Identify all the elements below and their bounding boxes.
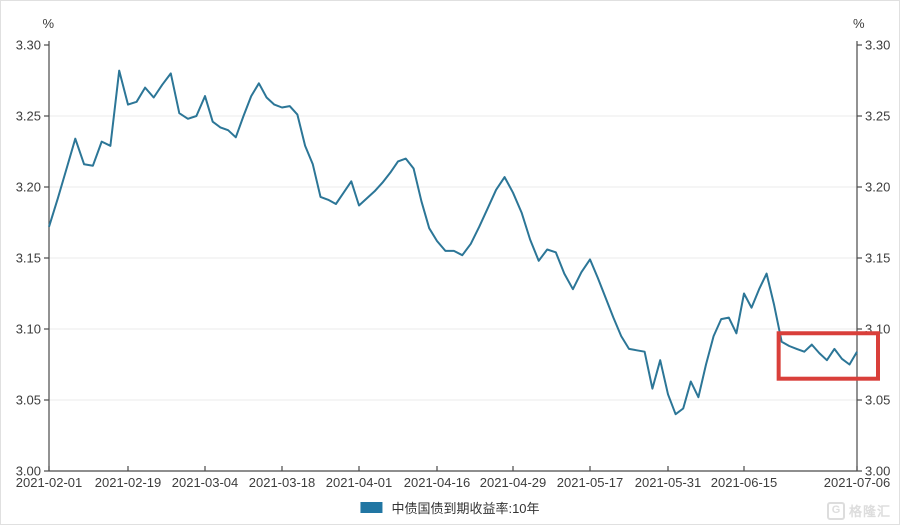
- gelonghui-logo-icon: G: [826, 501, 845, 520]
- x-axis-label: 2021-02-01: [16, 475, 83, 490]
- x-axis-label: 2021-02-19: [95, 475, 162, 490]
- watermark: G 格隆汇: [826, 501, 891, 520]
- x-axis-label: 2021-05-31: [635, 475, 702, 490]
- y-axis-label-right: 3.30: [865, 38, 890, 53]
- y-axis-label-right: 3.20: [865, 180, 890, 195]
- y-axis-label-left: 3.00: [16, 464, 41, 479]
- yield-line: [48, 69, 858, 416]
- y-axis-label-right: 3.25: [865, 109, 890, 124]
- highlight-box: [776, 331, 880, 381]
- legend-label: 中债国债到期收益率:10年: [391, 501, 540, 516]
- y-axis-label-right: 3.15: [865, 251, 890, 266]
- y-axis-unit-left: %: [42, 16, 54, 31]
- legend: 中债国债到期收益率:10年: [360, 498, 540, 517]
- legend-swatch: [360, 502, 383, 513]
- x-axis-label: 2021-04-29: [480, 475, 547, 490]
- x-axis-label: 2021-07-06: [824, 475, 891, 490]
- y-axis-label-left: 3.15: [16, 251, 41, 266]
- y-axis-label-right: 3.05: [865, 393, 890, 408]
- y-axis-label-left: 3.10: [16, 322, 41, 337]
- y-axis-label-right: 3.00: [865, 464, 890, 479]
- y-axis-label-left: 3.20: [16, 180, 41, 195]
- x-axis-label: 2021-03-04: [172, 475, 239, 490]
- x-axis-label: 2021-04-16: [404, 475, 471, 490]
- y-axis-label-left: 3.30: [16, 38, 41, 53]
- x-axis-label: 2021-04-01: [326, 475, 393, 490]
- y-axis-unit-right: %: [853, 16, 865, 31]
- y-axis-label-left: 3.25: [16, 109, 41, 124]
- x-axis-label: 2021-06-15: [711, 475, 778, 490]
- y-axis-label-left: 3.05: [16, 393, 41, 408]
- watermark-text: 格隆汇: [848, 504, 891, 519]
- x-axis-label: 2021-05-17: [557, 475, 624, 490]
- x-axis-label: 2021-03-18: [249, 475, 316, 490]
